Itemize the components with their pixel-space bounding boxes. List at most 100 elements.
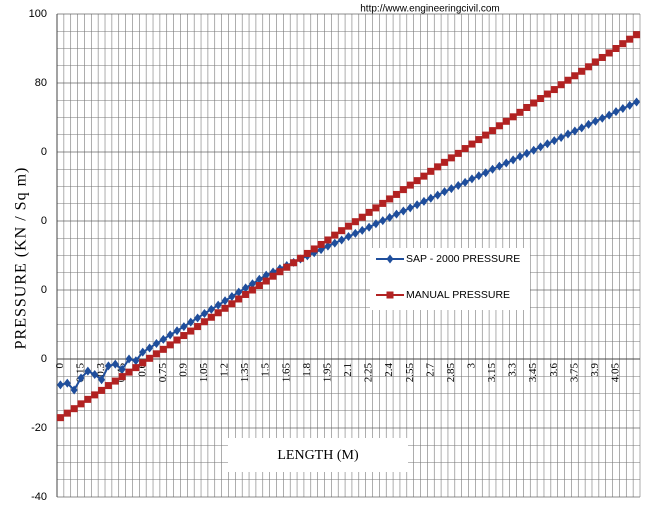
data-point <box>146 354 154 362</box>
data-point <box>399 206 407 216</box>
x-tick-label: 2.25 <box>363 363 375 383</box>
data-point <box>605 49 613 57</box>
data-point <box>495 161 503 171</box>
data-point <box>159 345 167 353</box>
x-tick-label: 3.9 <box>589 363 601 377</box>
data-point <box>489 127 497 135</box>
data-point <box>283 263 291 271</box>
data-point <box>482 131 490 139</box>
data-point <box>441 187 449 197</box>
series-line <box>60 101 638 392</box>
data-point <box>152 338 160 348</box>
data-point <box>310 245 318 253</box>
data-point <box>633 31 641 39</box>
data-point <box>91 391 99 399</box>
data-point <box>564 129 572 139</box>
data-point <box>509 113 517 121</box>
data-point <box>591 116 599 126</box>
data-point <box>543 90 551 98</box>
data-point <box>242 290 250 298</box>
data-point <box>393 190 401 198</box>
data-point <box>324 236 332 244</box>
data-point <box>605 110 613 120</box>
data-point <box>255 282 263 290</box>
data-point <box>262 277 270 285</box>
data-point <box>502 158 510 168</box>
data-point <box>70 385 78 395</box>
x-tick-label: 1.35 <box>239 363 251 383</box>
x-tick-label: 0.75 <box>157 363 169 383</box>
data-point <box>358 213 366 221</box>
data-point <box>262 270 270 280</box>
legend-marker <box>386 254 394 264</box>
data-point <box>214 309 222 317</box>
data-point <box>365 222 373 232</box>
data-point <box>619 40 627 48</box>
data-point <box>173 326 181 336</box>
data-point <box>56 414 64 422</box>
x-tick-label: 1.05 <box>198 363 210 383</box>
data-point <box>523 103 531 111</box>
data-point <box>427 193 435 203</box>
data-point <box>118 373 126 381</box>
data-point <box>358 225 366 235</box>
data-point <box>242 283 250 293</box>
x-tick-label: 3.6 <box>548 363 560 377</box>
x-tick-label: 2.4 <box>383 363 395 377</box>
data-point <box>557 81 565 89</box>
data-point <box>317 240 325 248</box>
data-point <box>413 177 421 185</box>
source-url: http://www.engineeringcivil.com <box>360 4 500 15</box>
y-tick-label: 80 <box>35 77 47 89</box>
data-point <box>406 203 414 213</box>
data-point <box>379 199 387 207</box>
data-point <box>393 209 401 219</box>
data-point <box>543 139 551 149</box>
data-point <box>468 174 476 184</box>
y-tick-label: 100 <box>29 8 47 20</box>
data-point <box>324 241 332 251</box>
data-point <box>550 136 558 146</box>
data-point <box>269 272 277 280</box>
data-point <box>221 296 229 306</box>
x-tick-label: 1.95 <box>321 363 333 383</box>
data-point <box>571 126 579 136</box>
data-point <box>235 295 243 303</box>
data-point <box>77 373 85 383</box>
data-point <box>626 100 634 110</box>
data-point <box>125 368 133 376</box>
legend-label: SAP - 2000 PRESSURE <box>406 253 520 265</box>
data-point <box>420 196 428 206</box>
data-point <box>56 380 64 390</box>
data-point <box>365 208 373 216</box>
y-tick-label: 0 <box>41 215 47 227</box>
data-point <box>207 313 215 321</box>
data-point <box>406 181 414 189</box>
y-tick-label: 0 <box>41 284 47 296</box>
data-point <box>482 168 490 178</box>
data-point <box>111 359 119 369</box>
x-tick-label: 1.5 <box>260 363 272 377</box>
data-point <box>214 300 222 310</box>
y-tick-label: 0 <box>41 353 47 365</box>
data-point <box>619 104 627 114</box>
data-point <box>303 249 311 257</box>
y-tick-label: 0 <box>41 146 47 158</box>
data-point <box>207 304 215 314</box>
data-point <box>571 72 579 80</box>
data-point <box>530 99 538 107</box>
data-point <box>578 123 586 133</box>
y-axis-title: PRESSURE (KN / Sq m) <box>13 167 30 350</box>
data-point <box>200 308 208 318</box>
data-point <box>495 122 503 130</box>
data-point <box>200 318 208 326</box>
x-tick-label: 3 <box>465 363 477 369</box>
x-axis-title: LENGTH (M) <box>277 448 359 463</box>
x-tick-label: 0.9 <box>177 363 189 377</box>
data-point <box>180 322 188 332</box>
data-point <box>228 292 236 302</box>
data-point <box>331 238 339 248</box>
data-point <box>118 364 126 374</box>
data-point <box>523 148 531 158</box>
x-tick-label: 2.7 <box>424 363 436 377</box>
